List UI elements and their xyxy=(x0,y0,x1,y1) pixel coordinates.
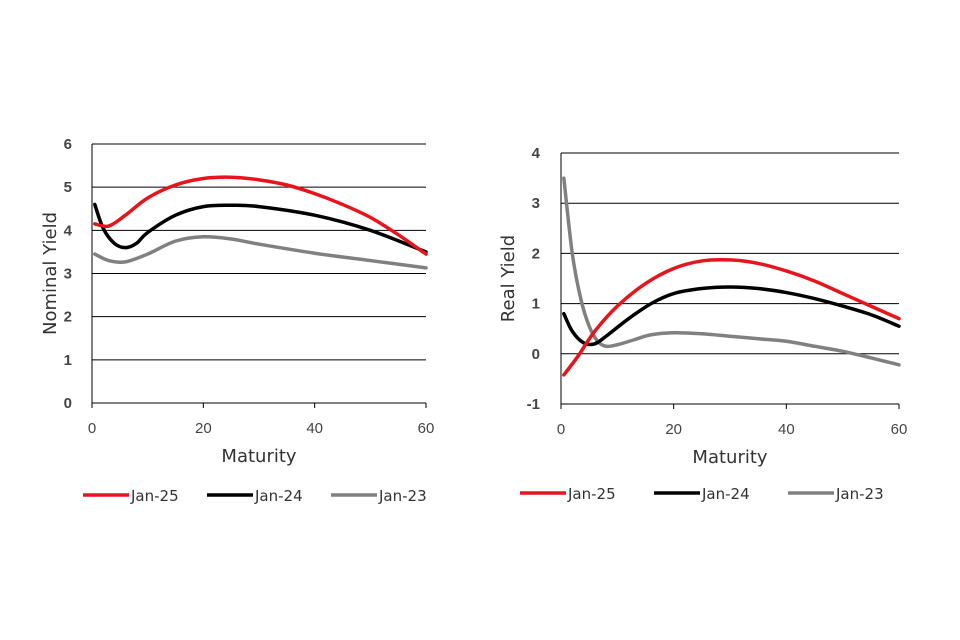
y-tick-label: 2 xyxy=(532,245,540,262)
x-tick-label: 60 xyxy=(891,421,908,438)
legend-label: Jan-25 xyxy=(567,485,616,503)
legend-label: Jan-23 xyxy=(835,485,884,503)
series-group xyxy=(93,175,428,270)
y-tick-label: 0 xyxy=(532,346,540,363)
x-tick-label: 0 xyxy=(557,421,565,438)
y-tick-label: 3 xyxy=(64,266,72,283)
series-line-jan-23 xyxy=(93,234,428,270)
x-axis-title: Maturity xyxy=(692,447,767,468)
y-tick-label: 5 xyxy=(64,179,72,196)
y-tick-label: 3 xyxy=(532,195,540,212)
x-tick-label: 60 xyxy=(418,420,435,437)
y-tick-label: 2 xyxy=(64,309,72,326)
series-group xyxy=(562,176,901,377)
y-axis-title: Real Yield xyxy=(498,235,519,322)
y-axis-title: Nominal Yield xyxy=(40,212,61,335)
legend-label: Jan-24 xyxy=(254,487,303,505)
y-tick-label: 4 xyxy=(64,222,73,239)
legend-label: Jan-24 xyxy=(701,485,750,503)
y-tick-label: 0 xyxy=(64,395,72,412)
y-tick-label: -1 xyxy=(527,396,540,413)
legend-label: Jan-23 xyxy=(378,487,427,505)
x-tick-label: 20 xyxy=(665,421,682,438)
y-tick-label: 1 xyxy=(64,352,72,369)
y-tick-label: 6 xyxy=(64,136,72,153)
series-line-jan-25 xyxy=(93,175,428,256)
legend-label: Jan-25 xyxy=(130,487,179,505)
x-tick-label: 40 xyxy=(778,421,795,438)
y-tick-label: 1 xyxy=(532,296,540,313)
x-tick-label: 20 xyxy=(195,420,212,437)
x-tick-label: 40 xyxy=(306,420,323,437)
series-line-jan-23 xyxy=(562,176,901,367)
y-tick-label: 4 xyxy=(532,145,541,162)
series-line-jan-25 xyxy=(562,257,901,377)
series-line-jan-24 xyxy=(93,202,428,254)
x-tick-label: 0 xyxy=(88,420,96,437)
series-line-jan-24 xyxy=(562,285,901,347)
x-axis-title: Maturity xyxy=(221,446,296,467)
